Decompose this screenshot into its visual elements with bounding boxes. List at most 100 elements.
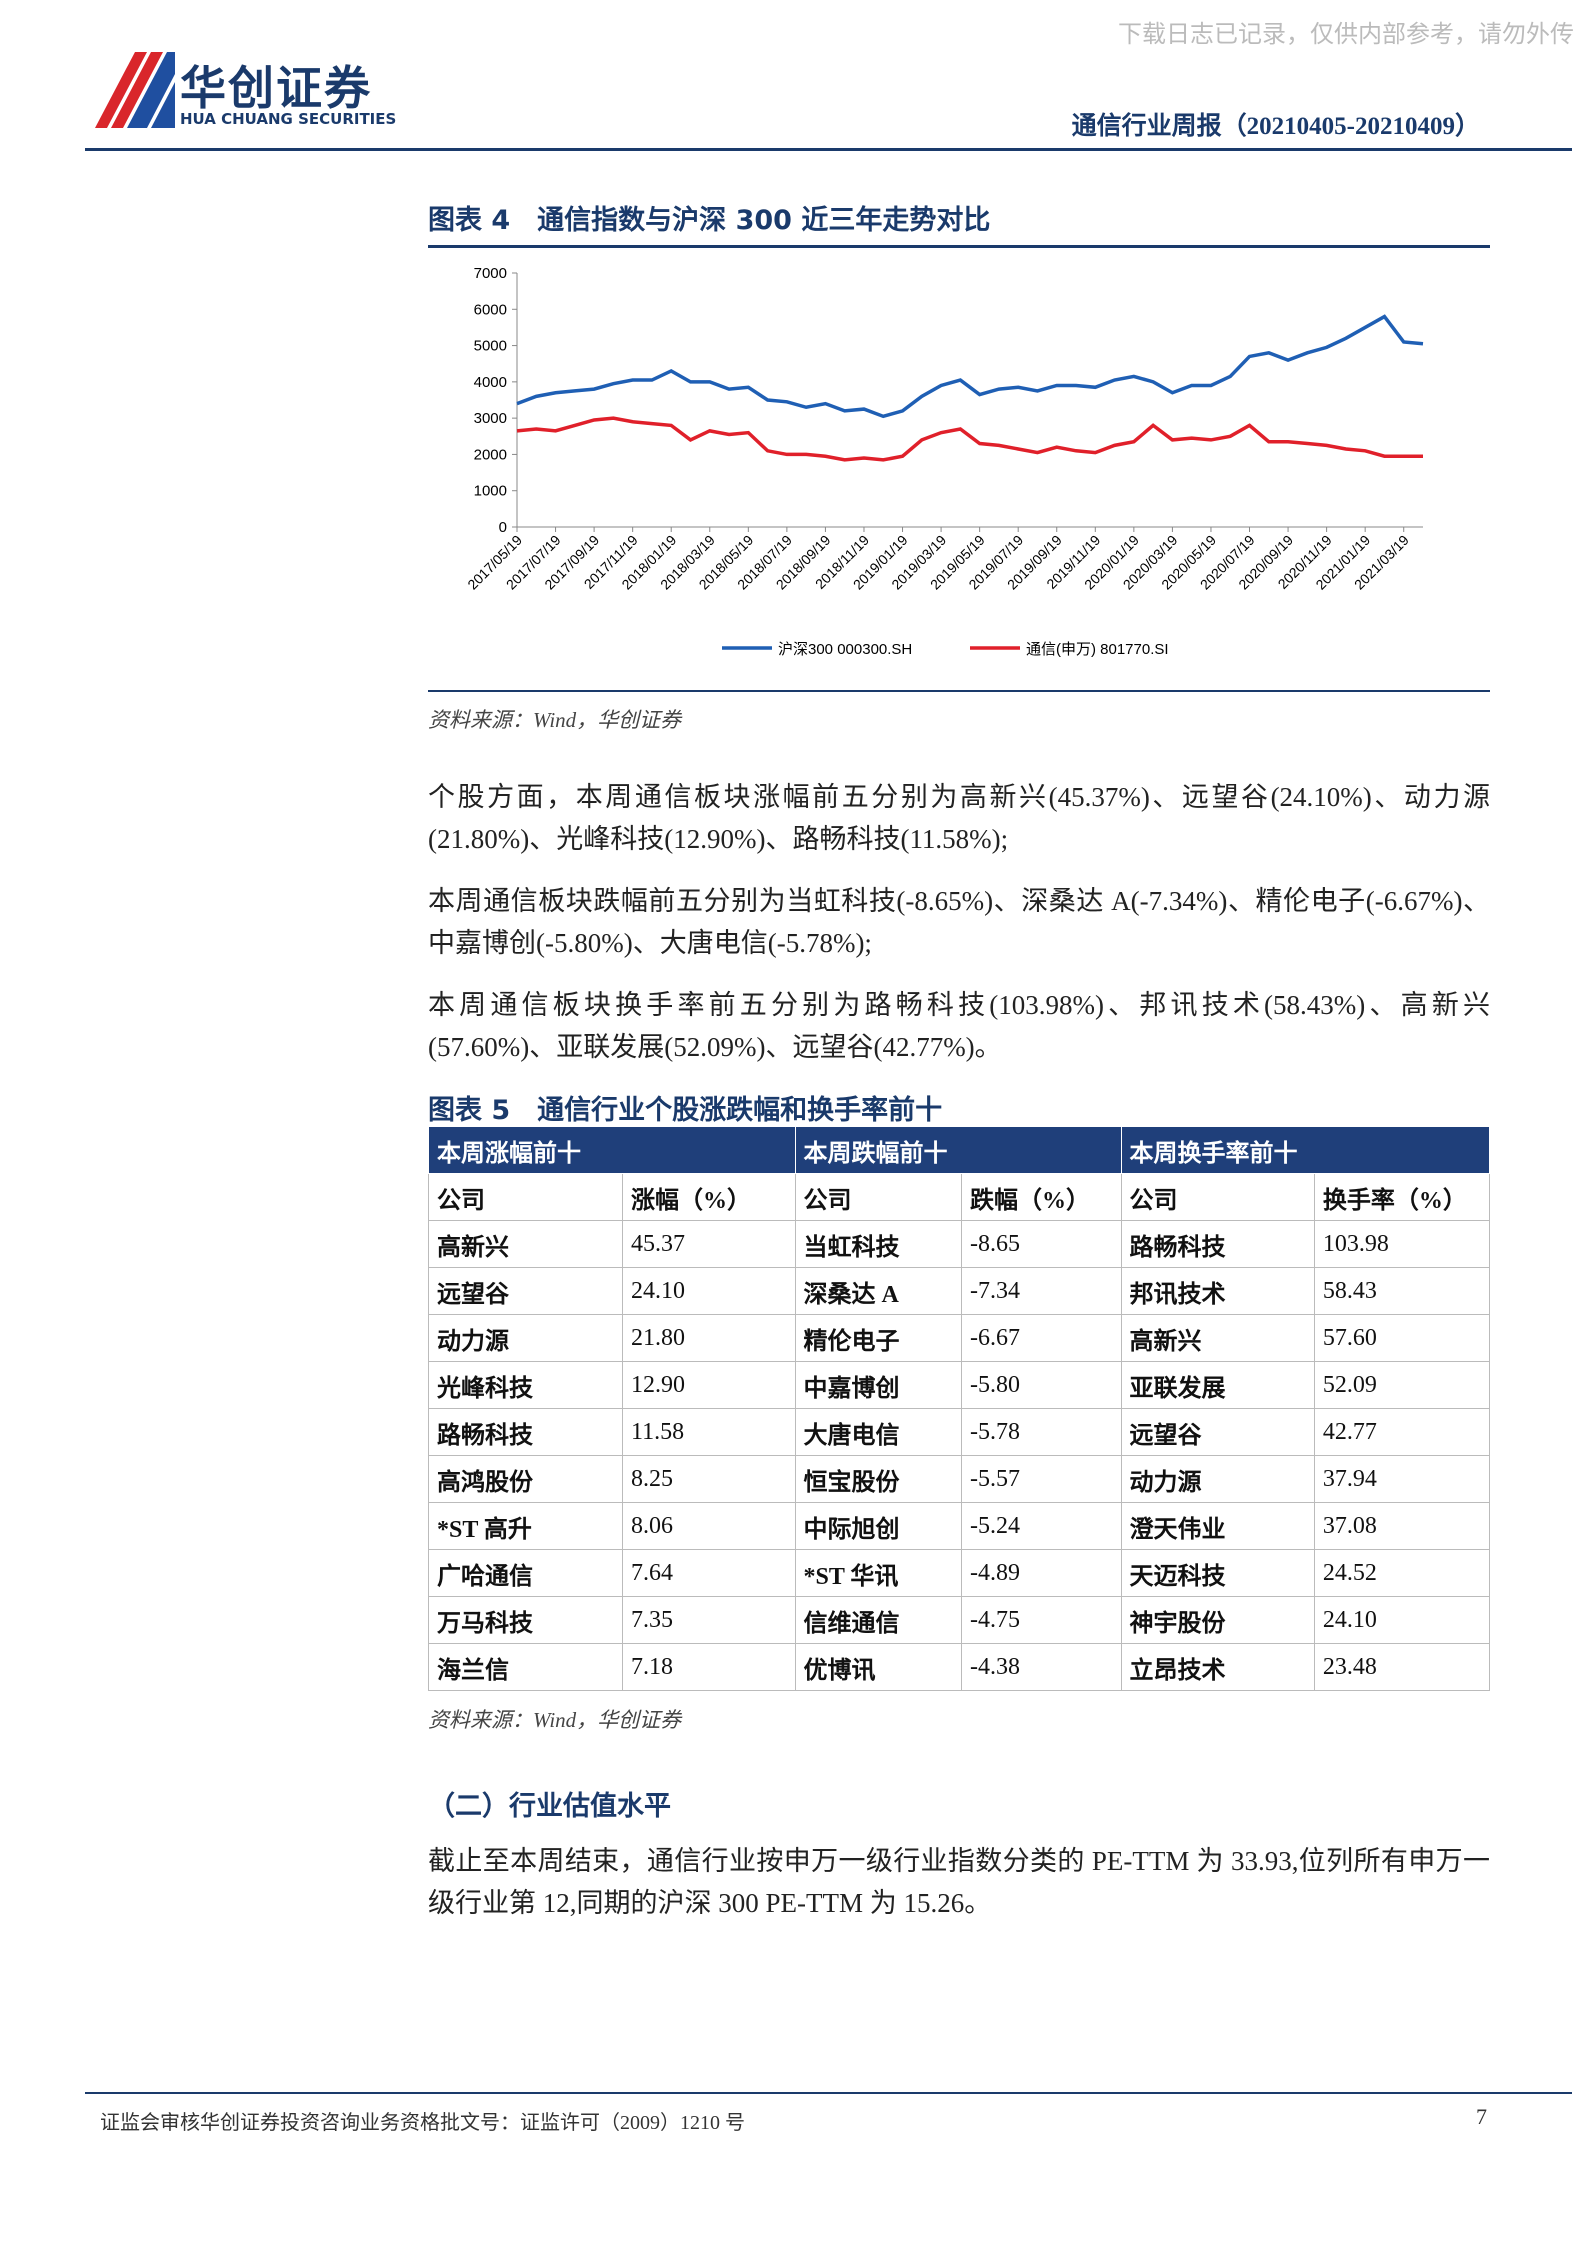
series-line [516, 416, 1423, 462]
table-row: 海兰信 7.18 优博讯 -4.38 立昂技术 23.48 [428, 1643, 1491, 1691]
y-tick-label: 1000 [474, 483, 507, 500]
table-cell: -8.65 [960, 1220, 1122, 1268]
table-row: 路畅科技 11.58 大唐电信 -5.78 远望谷 42.77 [428, 1408, 1491, 1456]
table-cell: 58.43 [1313, 1267, 1491, 1315]
table-cell: 公司 [794, 1173, 962, 1221]
table-cell: 中嘉博创 [794, 1361, 962, 1409]
table-cell: 45.37 [622, 1220, 796, 1268]
table-cell: 7.18 [622, 1643, 796, 1691]
table-row: 广哈通信 7.64 *ST 华讯 -4.89 天迈科技 24.52 [428, 1549, 1491, 1597]
y-tick-label: 7000 [474, 265, 507, 282]
report-title: 通信行业周报（20210405-20210409） [1071, 113, 1480, 140]
y-tick-label: 0 [499, 519, 507, 536]
table-cell: 大唐电信 [794, 1408, 962, 1456]
legend-label: 通信(申万) 801770.SI [1026, 641, 1169, 658]
table-cell: 57.60 [1313, 1314, 1491, 1362]
table-cell: 邦讯技术 [1120, 1267, 1315, 1315]
table-cell: 12.90 [622, 1361, 796, 1409]
logo-icon [95, 52, 175, 128]
logo-en: HUA CHUANG SECURITIES [180, 110, 397, 128]
table-cell: 11.58 [622, 1408, 796, 1456]
table-cell: 24.10 [1313, 1596, 1491, 1644]
table-cell: 42.77 [1313, 1408, 1491, 1456]
table-cell: 8.25 [622, 1455, 796, 1503]
table-row: *ST 高升 8.06 中际旭创 -5.24 澄天伟业 37.08 [428, 1502, 1491, 1550]
y-tick-label: 5000 [474, 338, 507, 355]
table-cell: 37.94 [1313, 1455, 1491, 1503]
figure-title: 图表 4 通信指数与沪深 300 近三年走势对比 [428, 198, 1490, 248]
table-cell: 高新兴 [428, 1220, 623, 1268]
logo-cn: 华创证券 [180, 61, 372, 115]
table-cell: 澄天伟业 [1120, 1502, 1315, 1550]
table-cell: -4.89 [960, 1549, 1122, 1597]
table-cell: -6.67 [960, 1314, 1122, 1362]
table-cell: 当虹科技 [794, 1220, 962, 1268]
table-cell: -5.78 [960, 1408, 1122, 1456]
table-cell: -4.75 [960, 1596, 1122, 1644]
table-cell: -7.34 [960, 1267, 1122, 1315]
table-cell: 24.10 [622, 1267, 796, 1315]
table-cell: 103.98 [1313, 1220, 1491, 1268]
table-cell: 远望谷 [428, 1267, 623, 1315]
header-rule [85, 148, 1572, 151]
table-cell: 8.06 [622, 1502, 796, 1550]
table-cell: *ST 高升 [428, 1502, 623, 1550]
table-row: 动力源 21.80 精伦电子 -6.67 高新兴 57.60 [428, 1314, 1491, 1362]
table-cell: 7.64 [622, 1549, 796, 1597]
table-cell: 路畅科技 [1120, 1220, 1315, 1268]
page-number: 7 [1476, 2104, 1487, 2129]
table-cell: 37.08 [1313, 1502, 1491, 1550]
table-cell: -4.38 [960, 1643, 1122, 1691]
table-cell: -5.24 [960, 1502, 1122, 1550]
table-cell: 21.80 [622, 1314, 796, 1362]
table-cell: 7.35 [622, 1596, 796, 1644]
figure-rule [428, 690, 1490, 692]
paragraph: 本周通信板块跌幅前五分别为当虹科技(-8.65%)、深桑达 A(-7.34%)、… [428, 886, 1490, 958]
footer-note: 证监会审核华创证券投资咨询业务资格批文号：证监许可（2009）1210 号 [100, 2112, 745, 2134]
y-tick-label: 6000 [474, 301, 507, 318]
paragraph: 截止至本周结束，通信行业按申万一级行业指数分类的 PE-TTM 为 33.93,… [428, 1846, 1490, 1918]
table-cell: -5.57 [960, 1455, 1122, 1503]
table-cell: 光峰科技 [428, 1361, 623, 1409]
table-cell: 本周涨幅前十 [428, 1126, 796, 1174]
table-cell: 公司 [1120, 1173, 1315, 1221]
watermark: 下载日志已记录，仅供内部参考，请勿外传 [1118, 22, 1574, 48]
table-cell: 深桑达 A [794, 1267, 962, 1315]
table-cell: 精伦电子 [794, 1314, 962, 1362]
table: 本周涨幅前十 本周跌幅前十 本周换手率前十 公司 涨幅（%） 公司 跌幅（%） 公司 换手率（%… [428, 1126, 1491, 1691]
table-cell: *ST 华讯 [794, 1549, 962, 1597]
table-cell: 52.09 [1313, 1361, 1491, 1409]
table-cell: 高鸿股份 [428, 1455, 623, 1503]
table-cell: 本周跌幅前十 [794, 1126, 1122, 1174]
paragraph: 本周通信板块换手率前五分别为路畅科技(103.98%)、邦讯技术(58.43%)… [428, 990, 1490, 1062]
section-heading: （二）行业估值水平 [428, 1791, 671, 1822]
table-row: 本周涨幅前十 本周跌幅前十 本周换手率前十 [428, 1126, 1491, 1174]
table-cell: 远望谷 [1120, 1408, 1315, 1456]
table-row: 光峰科技 12.90 中嘉博创 -5.80 亚联发展 52.09 [428, 1361, 1491, 1409]
table-cell: 换手率（%） [1313, 1173, 1491, 1221]
y-tick-label: 3000 [474, 410, 507, 427]
table-cell: 万马科技 [428, 1596, 623, 1644]
table-row: 高新兴 45.37 当虹科技 -8.65 路畅科技 103.98 [428, 1220, 1491, 1268]
table-cell: 动力源 [428, 1314, 623, 1362]
table-cell: 动力源 [1120, 1455, 1315, 1503]
table-row: 万马科技 7.35 信维通信 -4.75 神宇股份 24.10 [428, 1596, 1491, 1644]
table-cell: 高新兴 [1120, 1314, 1315, 1362]
table-cell: 公司 [428, 1173, 623, 1221]
table-row: 远望谷 24.10 深桑达 A -7.34 邦讯技术 58.43 [428, 1267, 1491, 1315]
table-cell: 神宇股份 [1120, 1596, 1315, 1644]
chart: 010002000300040005000600070002017/05/192… [464, 265, 1424, 658]
paragraph: 个股方面，本周通信板块涨幅前五分别为高新兴(45.37%)、远望谷(24.10%… [428, 782, 1490, 854]
table-cell: 信维通信 [794, 1596, 962, 1644]
source: 资料来源：Wind，华创证券 [428, 708, 682, 732]
series-line [516, 314, 1424, 419]
figure-title: 图表 5 通信行业个股涨跌幅和换手率前十 [428, 1095, 943, 1126]
table-row: 高鸿股份 8.25 恒宝股份 -5.57 动力源 37.94 [428, 1455, 1491, 1503]
table-row: 公司 涨幅（%） 公司 跌幅（%） 公司 换手率（%） [428, 1173, 1491, 1221]
table-cell: 23.48 [1313, 1643, 1491, 1691]
table-cell: 本周换手率前十 [1120, 1126, 1491, 1174]
table-cell: 路畅科技 [428, 1408, 623, 1456]
table-cell: 立昂技术 [1120, 1643, 1315, 1691]
legend-label: 沪深300 000300.SH [778, 641, 912, 658]
